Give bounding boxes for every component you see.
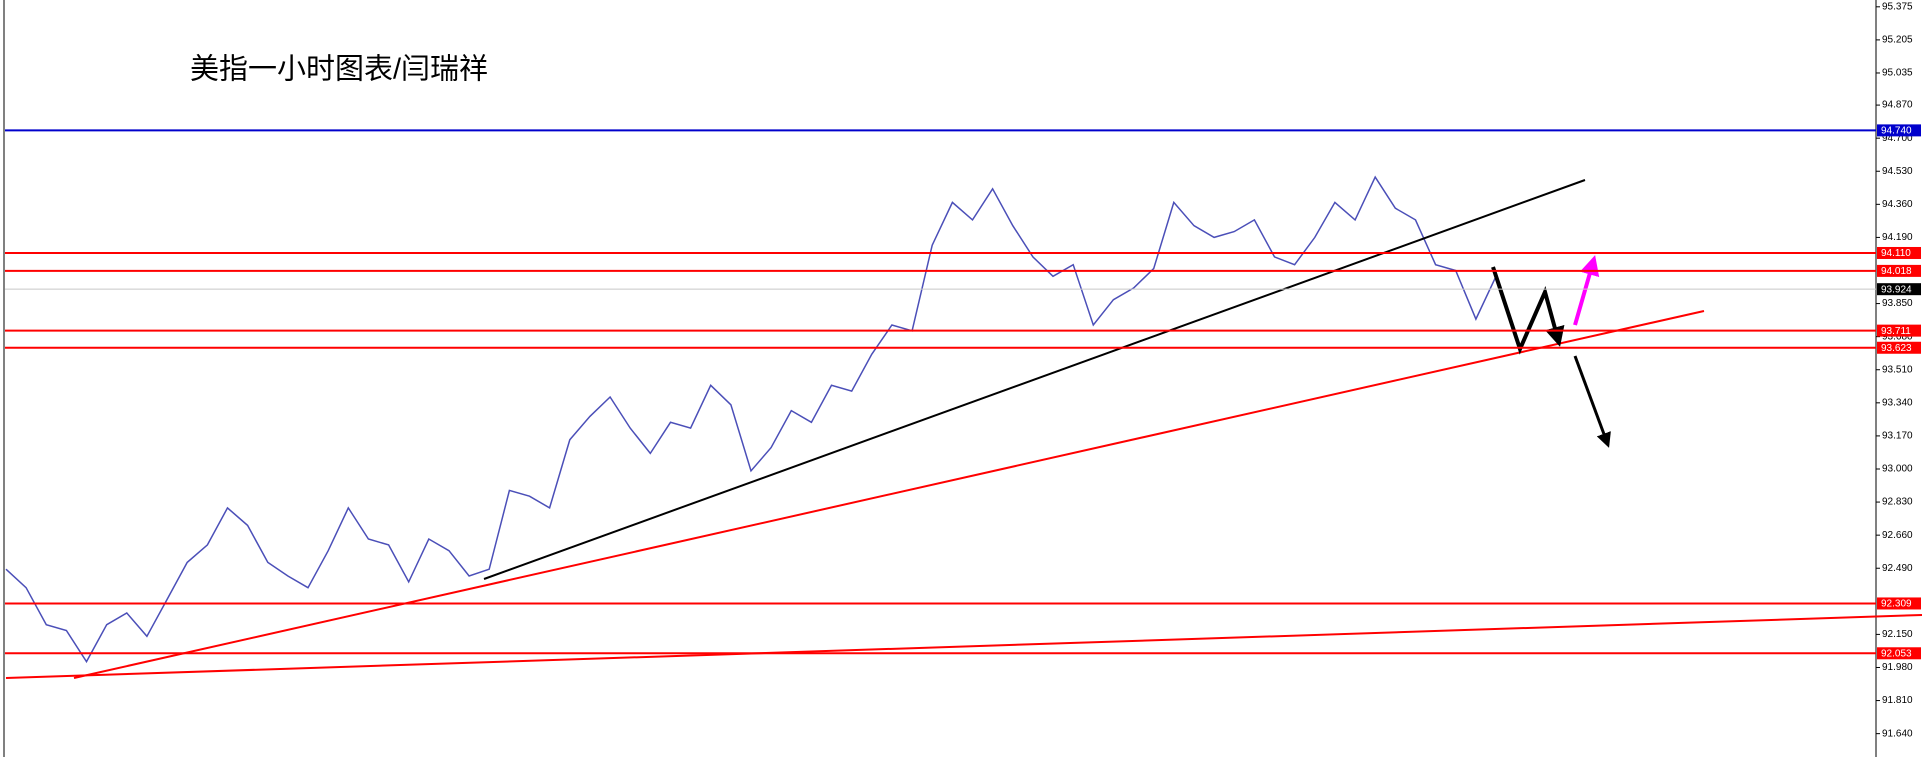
trend-line xyxy=(73,310,1705,679)
forecast-arrow xyxy=(1491,266,1565,355)
y-tick-label: 92.150 xyxy=(1882,629,1913,640)
forecast-arrow xyxy=(1573,355,1611,448)
y-tick-label: 91.980 xyxy=(1882,662,1913,673)
level-label: 94.110 xyxy=(1881,248,1911,259)
y-tick-label: 93.170 xyxy=(1882,431,1913,442)
level-label-bg xyxy=(1877,341,1921,354)
level-label-bg xyxy=(1877,264,1921,277)
marks xyxy=(5,175,1497,664)
chart-title: 美指一小时图表/闫瑞祥 xyxy=(190,53,488,86)
level-label-bg xyxy=(1877,647,1921,660)
y-tick-label: 93.000 xyxy=(1882,464,1913,475)
trend-line xyxy=(5,614,1922,679)
y-tick-label: 93.340 xyxy=(1882,397,1913,408)
level-label-bg xyxy=(1877,597,1921,610)
forecast-arrow xyxy=(1573,255,1600,326)
y-tick-label: 92.660 xyxy=(1882,530,1913,541)
trend-line xyxy=(483,179,1586,580)
y-tick-label: 94.530 xyxy=(1882,166,1913,177)
level-label: 94.018 xyxy=(1881,266,1912,277)
level-label-bg xyxy=(1877,283,1921,296)
y-tick-label: 93.510 xyxy=(1882,364,1913,375)
y-tick-label: 94.190 xyxy=(1882,232,1913,243)
y-tick-label: 94.700 xyxy=(1882,133,1913,144)
y-tick-label: 95.035 xyxy=(1882,68,1913,79)
level-label: 94.740 xyxy=(1881,126,1912,137)
y-tick-label: 91.640 xyxy=(1882,728,1913,739)
level-label: 93.711 xyxy=(1881,326,1911,337)
y-tick-label: 95.375 xyxy=(1882,1,1913,12)
level-label: 93.924 xyxy=(1881,284,1912,295)
level-label-bg xyxy=(1877,246,1921,259)
level-label-bg xyxy=(1877,324,1921,337)
level-label: 93.623 xyxy=(1881,343,1912,354)
y-tick-label: 91.810 xyxy=(1882,695,1913,706)
y-tick-label: 94.870 xyxy=(1882,100,1913,111)
y-tick-label: 92.490 xyxy=(1882,563,1913,574)
y-tick-label: 92.830 xyxy=(1882,497,1913,508)
level-label: 92.053 xyxy=(1881,648,1912,659)
level-label-bg xyxy=(1877,124,1921,137)
price-line xyxy=(5,175,1497,664)
y-tick-label: 95.205 xyxy=(1882,35,1913,46)
y-tick-label: 94.360 xyxy=(1882,199,1913,210)
y-tick-label: 93.850 xyxy=(1882,298,1913,309)
y-tick-label: 93.680 xyxy=(1882,331,1913,342)
level-label: 92.309 xyxy=(1881,599,1912,610)
